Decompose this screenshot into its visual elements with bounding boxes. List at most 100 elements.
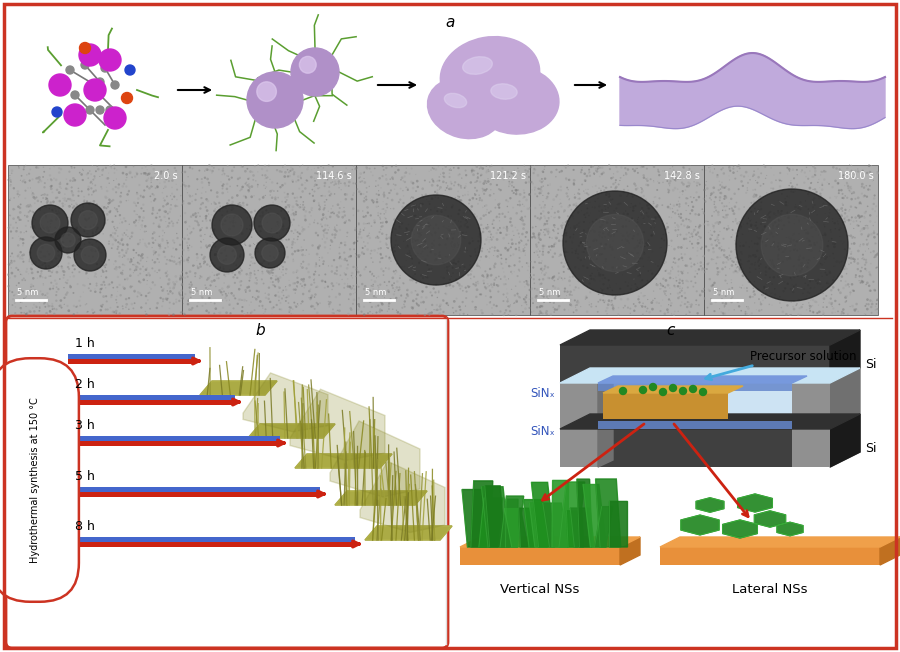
Point: [483, 271, 498, 281]
Point: [29, 162, 43, 173]
Point: [812, 194, 826, 204]
Point: [153, 243, 167, 254]
Point: [193, 166, 207, 176]
Point: [399, 228, 413, 238]
Point: [844, 166, 859, 176]
Point: [468, 190, 482, 200]
Point: [107, 203, 122, 213]
Point: [846, 252, 860, 263]
Point: [748, 298, 762, 308]
Point: [820, 278, 834, 288]
Point: [547, 272, 562, 282]
Point: [537, 230, 552, 240]
Point: [848, 306, 862, 316]
Point: [528, 203, 543, 213]
Point: [272, 218, 286, 228]
Point: [587, 235, 601, 246]
Point: [285, 163, 300, 173]
Point: [453, 195, 467, 205]
Point: [662, 240, 676, 250]
Point: [840, 246, 854, 256]
Point: [346, 188, 361, 198]
Point: [544, 286, 558, 296]
Point: [517, 224, 531, 234]
Point: [751, 258, 765, 268]
Point: [567, 200, 581, 210]
Point: [459, 170, 473, 181]
Point: [370, 201, 384, 212]
Point: [716, 182, 730, 192]
Point: [709, 205, 724, 216]
Point: [810, 308, 824, 318]
Polygon shape: [365, 526, 452, 540]
Point: [55, 263, 69, 273]
Point: [531, 170, 545, 181]
Point: [653, 278, 668, 289]
Point: [406, 302, 420, 312]
Point: [577, 254, 591, 264]
Point: [848, 212, 862, 222]
Point: [365, 257, 380, 267]
Point: [798, 201, 813, 212]
Point: [683, 216, 698, 226]
Point: [757, 160, 771, 171]
Point: [584, 274, 598, 284]
Point: [275, 218, 290, 229]
Point: [284, 308, 299, 319]
Point: [396, 211, 410, 221]
Point: [633, 235, 647, 245]
Point: [674, 219, 688, 230]
Point: [266, 270, 280, 280]
Point: [675, 268, 689, 278]
Point: [690, 238, 705, 248]
Point: [606, 286, 620, 296]
Point: [271, 220, 285, 231]
Point: [841, 309, 855, 319]
Point: [569, 220, 583, 231]
Point: [752, 305, 767, 316]
Point: [482, 237, 496, 247]
Point: [444, 271, 458, 282]
Point: [855, 277, 869, 288]
Point: [18, 185, 32, 196]
Point: [4, 248, 19, 259]
Point: [758, 162, 772, 172]
Point: [234, 280, 248, 291]
Point: [398, 168, 412, 178]
Point: [34, 222, 49, 232]
Point: [700, 303, 715, 313]
Point: [838, 205, 852, 215]
Point: [296, 305, 310, 316]
Point: [12, 161, 26, 171]
Point: [4, 268, 19, 278]
Point: [57, 270, 71, 280]
Point: [502, 171, 517, 182]
Point: [147, 196, 161, 206]
Point: [298, 183, 312, 194]
Point: [633, 297, 647, 308]
Point: [498, 271, 512, 282]
Point: [759, 288, 773, 299]
Point: [280, 235, 294, 245]
Point: [104, 277, 119, 288]
Point: [517, 201, 531, 211]
Point: [828, 307, 842, 318]
Point: [440, 252, 454, 262]
Circle shape: [111, 81, 119, 89]
Point: [246, 252, 260, 263]
Point: [104, 303, 118, 313]
Point: [636, 261, 651, 272]
Point: [377, 213, 392, 223]
Point: [379, 205, 393, 216]
Point: [802, 191, 816, 201]
Point: [56, 198, 70, 209]
Point: [609, 226, 624, 237]
Circle shape: [640, 387, 646, 394]
Point: [128, 259, 142, 270]
Point: [210, 187, 224, 198]
Point: [341, 309, 356, 319]
Point: [140, 310, 154, 320]
Point: [353, 172, 367, 183]
Point: [132, 288, 147, 299]
Point: [860, 168, 874, 178]
